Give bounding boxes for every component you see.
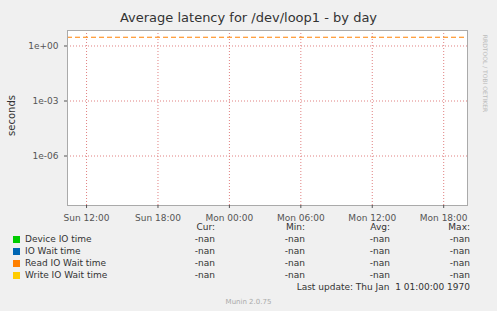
svg-text:1e-03: 1e-03	[33, 96, 59, 106]
html-text:Average latency for /dev/loop1: Average latency for /dev/loop1 - by day	[119, 10, 377, 25]
html-text:IO Wait time: IO Wait time	[25, 246, 81, 256]
html-text:-nan: -nan	[449, 246, 470, 256]
html-text:-nan: -nan	[194, 270, 215, 280]
html-text:Device IO time: Device IO time	[25, 234, 92, 244]
html-text:RRDTOOL / TOBI OETIKER: RRDTOOL / TOBI OETIKER	[481, 34, 489, 113]
html-text:-nan: -nan	[194, 234, 215, 244]
html-text:Cur:: Cur:	[196, 222, 215, 232]
html-text:-nan: -nan	[449, 234, 470, 244]
html-text:-nan: -nan	[449, 270, 470, 280]
html-text:Read IO Wait time: Read IO Wait time	[25, 258, 107, 268]
html-text:-nan: -nan	[194, 246, 215, 256]
html-text:-nan: -nan	[284, 258, 305, 268]
svg-text:Mon 18:00: Mon 18:00	[420, 213, 468, 223]
svg-text:1e-06: 1e-06	[33, 151, 59, 161]
html-text:Avg:: Avg:	[370, 222, 390, 232]
html-text:-nan: -nan	[194, 258, 215, 268]
svg-text:Sun 18:00: Sun 18:00	[135, 213, 181, 223]
html-text:-nan: -nan	[449, 258, 470, 268]
html-text:-nan: -nan	[369, 234, 390, 244]
html-text:Max:: Max:	[448, 222, 470, 232]
html-text:Munin 2.0.75: Munin 2.0.75	[225, 298, 272, 306]
html-text:seconds: seconds	[5, 95, 17, 136]
html-text:-nan: -nan	[284, 246, 305, 256]
html-text:Min:: Min:	[286, 222, 305, 232]
svg-text:Mon 06:00: Mon 06:00	[277, 213, 325, 223]
html-text:-nan: -nan	[369, 258, 390, 268]
html-text:-nan: -nan	[369, 270, 390, 280]
svg-text:Mon 00:00: Mon 00:00	[206, 213, 254, 223]
svg-text:1e+00: 1e+00	[28, 41, 59, 51]
svg-text:Sun 12:00: Sun 12:00	[64, 213, 110, 223]
html-text:Last update: Thu Jan 1 01:00:0: Last update: Thu Jan 1 01:00:00 1970	[296, 282, 470, 292]
html-text:-nan: -nan	[284, 234, 305, 244]
svg-text:Mon 12:00: Mon 12:00	[348, 213, 396, 223]
html-text:-nan: -nan	[369, 246, 390, 256]
html-text:Write IO Wait time: Write IO Wait time	[25, 270, 108, 280]
html-text:-nan: -nan	[284, 270, 305, 280]
